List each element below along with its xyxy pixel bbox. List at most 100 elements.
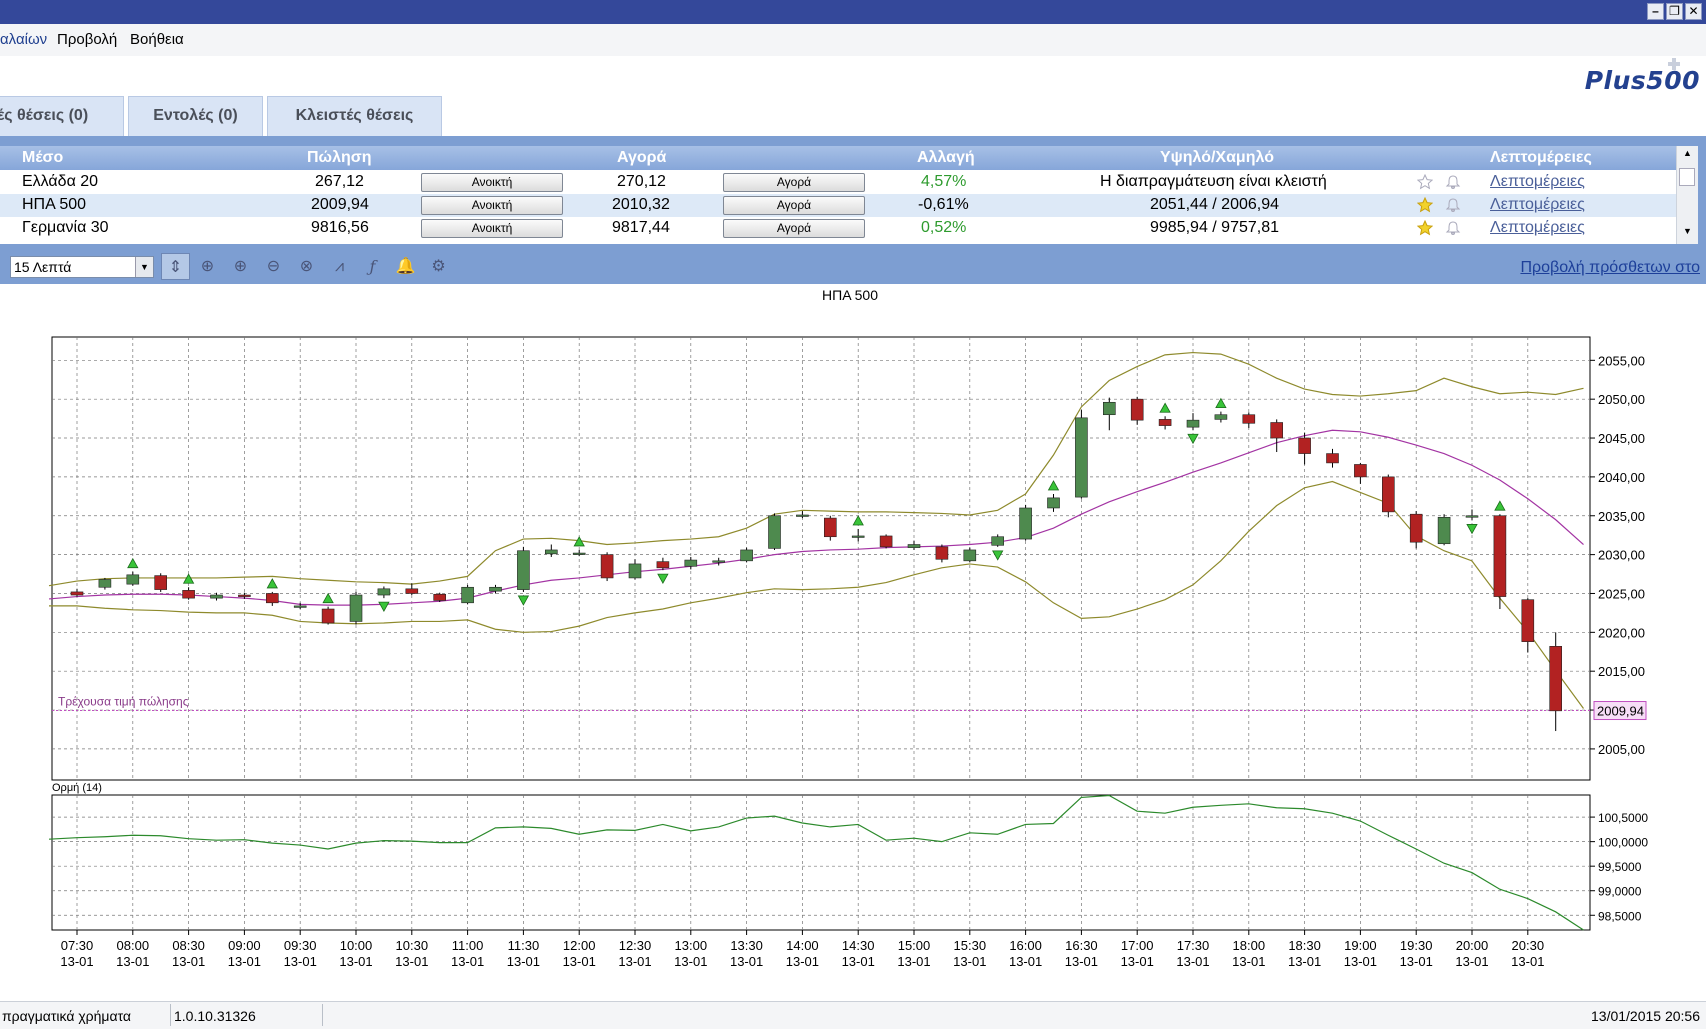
header-instrument[interactable]: Μέσο: [22, 149, 64, 166]
x-tick-label-time: 18:30: [1288, 938, 1321, 953]
tab-open-positions[interactable]: ές θέσεις (0): [0, 96, 124, 136]
candle-down: [433, 593, 447, 601]
sell-button[interactable]: Ανοικτή: [421, 196, 563, 215]
bell-icon[interactable]: [1445, 174, 1461, 190]
chart-title: ΗΠΑ 500: [822, 287, 878, 303]
candle-down: [154, 575, 167, 590]
chart-type-icon[interactable]: ⩘: [334, 258, 345, 275]
price-chart[interactable]: ΗΠΑ 50007:3013-0108:0013-0108:3013-0109:…: [0, 284, 1706, 996]
tab-orders[interactable]: Εντολές (0): [128, 96, 263, 136]
scroll-up-arrow[interactable]: ▲: [1683, 148, 1692, 158]
interval-select[interactable]: 15 Λεπτά ▼: [10, 256, 154, 278]
details-link[interactable]: Λεπτομέρειες: [1490, 173, 1585, 190]
zoom-in-icon[interactable]: ⊕: [233, 258, 248, 275]
header-change[interactable]: Αλλαγή: [917, 149, 975, 166]
candle-up: [1019, 507, 1032, 540]
menu-item-help[interactable]: Βοήθεια: [130, 31, 184, 48]
x-tick-label-time: 14:30: [842, 938, 875, 953]
sell-button[interactable]: Ανοικτή: [421, 219, 563, 238]
x-tick-label-time: 11:00: [452, 938, 484, 953]
instrument-name: Ελλάδα 20: [22, 173, 99, 190]
x-tick-label-time: 15:30: [954, 938, 987, 953]
tab-closed-positions[interactable]: Κλειστές θέσεις: [267, 96, 442, 136]
buy-button[interactable]: Αγορά: [723, 196, 865, 215]
moving-average-line: [48, 429, 1584, 606]
x-tick-label-time: 13:00: [675, 938, 708, 953]
table-row[interactable]: Γερμανία 30 9816,56 Ανοικτή 9817,44 Αγορ…: [0, 217, 1676, 240]
sell-button[interactable]: Ανοικτή: [421, 173, 563, 192]
details-link[interactable]: Λεπτομέρειες: [1490, 219, 1585, 236]
header-buy[interactable]: Αγορά: [617, 149, 667, 166]
change-value: -0,61%: [918, 196, 969, 213]
candle-down: [823, 517, 837, 538]
minimize-button[interactable]: –: [1647, 3, 1664, 20]
menu-item-trading[interactable]: αλαίων: [0, 31, 48, 48]
candle-up: [628, 563, 642, 579]
chevron-down-icon[interactable]: ▼: [135, 257, 153, 277]
table-row[interactable]: Ελλάδα 20 267,12 Ανοικτή 270,12 Αγορά 4,…: [0, 171, 1676, 194]
bell-icon[interactable]: [1445, 220, 1461, 236]
alert-bell-icon[interactable]: 🔔: [395, 258, 416, 275]
more-info-link[interactable]: Προβολή πρόσθετων στο: [1520, 259, 1700, 276]
x-tick-label-time: 17:00: [1121, 938, 1154, 953]
candle-up: [98, 579, 112, 588]
candle-down: [1549, 646, 1562, 712]
candle-up: [991, 536, 1005, 546]
candle-down: [935, 546, 949, 560]
menu-item-view[interactable]: Προβολή: [57, 31, 118, 48]
buy-signal-marker: [1047, 480, 1060, 491]
momentum-y-tick-label: 99,5000: [1598, 860, 1642, 874]
x-tick-label-time: 18:00: [1233, 938, 1266, 953]
header-details[interactable]: Λεπτομέρειες: [1490, 149, 1592, 166]
x-tick-label-date: 13-01: [507, 954, 540, 969]
x-tick-label-date: 13-01: [1400, 954, 1433, 969]
grid-scrollbar[interactable]: ▲ ▼: [1676, 146, 1698, 244]
sell-signal-marker: [1187, 433, 1199, 445]
y-tick-label: 2015,00: [1598, 664, 1645, 679]
candle-down: [182, 590, 195, 599]
positions-tabs: ές θέσεις (0) Εντολές (0) Κλειστές θέσει…: [0, 96, 1706, 138]
y-tick-label: 2025,00: [1598, 586, 1645, 601]
candle-up: [1214, 414, 1228, 420]
crosshair-vertical-icon[interactable]: ⇕: [161, 253, 190, 280]
header-highlow[interactable]: Υψηλό/Χαμηλό: [1160, 149, 1274, 166]
scroll-down-arrow[interactable]: ▼: [1683, 226, 1692, 236]
crosshair-icon[interactable]: ⊕: [200, 258, 215, 275]
buy-signal-marker: [127, 557, 139, 569]
candle-down: [265, 593, 279, 604]
momentum-line: [48, 794, 1584, 931]
bell-icon[interactable]: [1445, 197, 1461, 213]
zoom-reset-icon[interactable]: ⊗: [299, 258, 314, 275]
y-tick-label: 2030,00: [1598, 548, 1645, 563]
chart-toolbar: 15 Λεπτά ▼ ⇕ ⊕ ⊕ ⊖ ⊗ ⩘ ƒ 🔔 ⚙ Προβολή πρό…: [0, 250, 1706, 284]
table-row[interactable]: ΗΠΑ 500 2009,94 Ανοικτή 2010,32 Αγορά -0…: [0, 194, 1676, 217]
x-tick-label-date: 13-01: [897, 954, 930, 969]
restore-button[interactable]: ❐: [1666, 3, 1683, 20]
header-sell[interactable]: Πώληση: [307, 149, 372, 166]
buy-price: 9817,44: [612, 219, 670, 236]
candle-up: [126, 574, 140, 585]
star-icon[interactable]: [1417, 174, 1433, 190]
x-tick-label-time: 15:00: [898, 938, 931, 953]
close-button[interactable]: ✕: [1685, 3, 1702, 20]
indicators-icon[interactable]: ƒ: [369, 257, 376, 276]
candle-up: [1075, 417, 1088, 498]
highlow-value: 2051,44 / 2006,94: [1150, 196, 1280, 213]
bollinger-lower-line: [49, 480, 1584, 709]
star-filled-icon[interactable]: [1417, 220, 1433, 236]
y-tick-label: 2020,00: [1598, 625, 1645, 640]
candle-down: [1382, 476, 1395, 513]
chart-area[interactable]: ΗΠΑ 500 07:30 13-01 08:00 13-01 08:30 13-01 09:…: [0, 284, 1706, 996]
buy-button[interactable]: Αγορά: [723, 173, 865, 192]
candle-down: [405, 588, 419, 594]
settings-gear-icon[interactable]: ⚙: [431, 258, 446, 275]
grid-header: Μέσο Πώληση Αγορά Αλλαγή Υψηλό/Χαμηλό Λε…: [0, 146, 1676, 170]
buy-button[interactable]: Αγορά: [723, 219, 865, 238]
zoom-out-icon[interactable]: ⊖: [266, 258, 281, 275]
candle-down: [238, 594, 251, 597]
star-filled-icon[interactable]: [1417, 197, 1433, 213]
x-tick-label-date: 13-01: [842, 954, 875, 969]
details-link[interactable]: Λεπτομέρειες: [1490, 196, 1585, 213]
scroll-thumb[interactable]: [1679, 168, 1695, 186]
x-tick-label-date: 13-01: [1065, 954, 1098, 969]
